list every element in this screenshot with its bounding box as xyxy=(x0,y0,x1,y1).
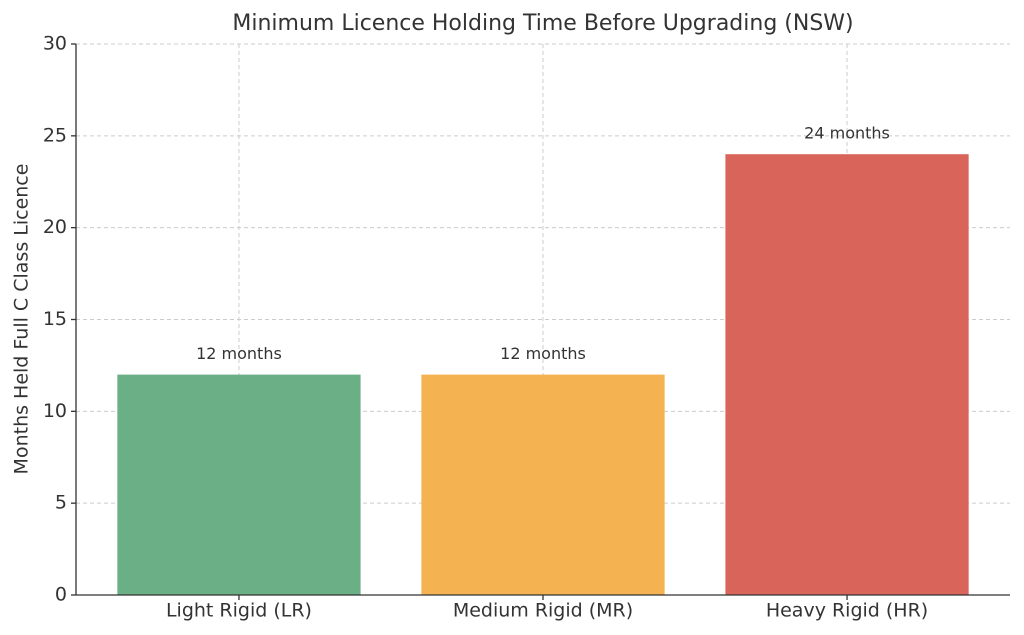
x-tick-label: Heavy Rigid (HR) xyxy=(766,600,928,622)
y-tick-label: 10 xyxy=(43,400,67,422)
y-tick-label: 30 xyxy=(43,33,67,55)
bar xyxy=(117,374,361,595)
value-label: 12 months xyxy=(500,344,586,363)
bar xyxy=(421,374,665,595)
bar xyxy=(725,154,969,595)
y-axis-label: Months Held Full C Class Licence xyxy=(11,164,33,475)
y-tick-label: 5 xyxy=(55,492,67,514)
value-label: 12 months xyxy=(196,344,282,363)
x-tick-label: Light Rigid (LR) xyxy=(166,600,312,622)
y-tick-label: 0 xyxy=(55,584,67,606)
x-tick-label: Medium Rigid (MR) xyxy=(453,600,633,622)
chart-title: Minimum Licence Holding Time Before Upgr… xyxy=(232,11,853,36)
y-tick-label: 25 xyxy=(43,124,67,146)
y-tick-label: 20 xyxy=(43,216,67,238)
y-tick-label: 15 xyxy=(43,308,67,330)
value-label: 24 months xyxy=(804,124,890,143)
